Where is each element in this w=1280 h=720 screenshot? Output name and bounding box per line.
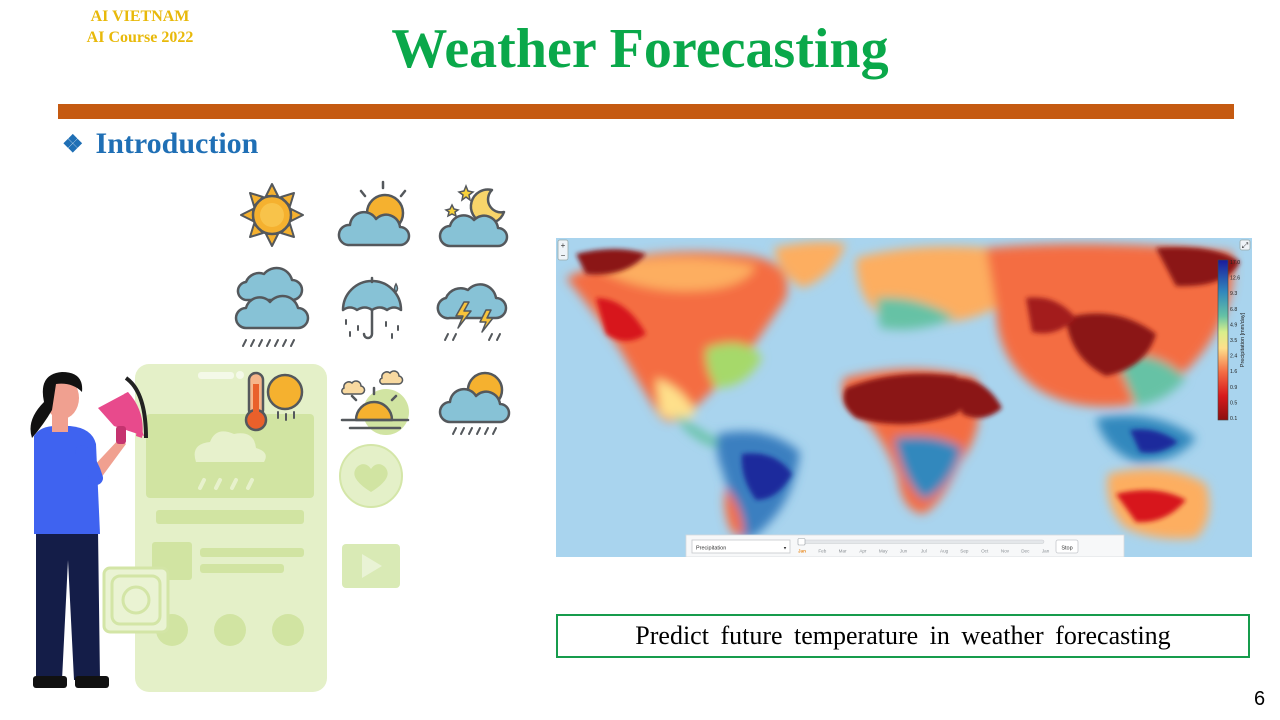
caption-box: Predict future temperature in weather fo… (556, 614, 1250, 658)
woman-megaphone-figure (30, 372, 148, 688)
section-heading: ❖ Introduction (62, 124, 258, 164)
slide-title: Weather Forecasting (391, 18, 889, 80)
cloudy-rain-icon (438, 371, 511, 435)
legend-axis-label: Precipitation [mm/day] (1240, 312, 1246, 367)
legend-tick-label: 0.5 (1230, 400, 1237, 406)
time-slider-track[interactable] (797, 539, 1045, 544)
phone-graphic (135, 364, 327, 692)
zoom-out-button[interactable]: − (561, 251, 566, 260)
month-label[interactable]: Dec (1021, 549, 1030, 554)
fullscreen-control[interactable]: ⤢ (1239, 239, 1251, 251)
weather-app-illustration (30, 180, 511, 692)
legend-tick-label: 9.3 (1230, 291, 1237, 297)
time-slider-handle[interactable] (797, 538, 806, 546)
brand-course: AI Course 2022 (86, 29, 194, 46)
thermometer-sun-icon (244, 371, 304, 432)
heart-bubble-icon (339, 444, 403, 508)
section-title: Introduction (95, 127, 259, 160)
cloudy-night-icon (438, 183, 509, 248)
legend-tick-label: 0.1 (1230, 416, 1237, 422)
legend-tick-label: 6.8 (1230, 307, 1237, 313)
rain-cloud-icon (234, 266, 310, 347)
month-label[interactable]: Sep (960, 549, 969, 554)
sun-icon (240, 183, 304, 247)
time-control-bar[interactable]: Precipitation ▾ Jan Feb Mar Apr May Jun Jul Aug… (685, 534, 1125, 557)
month-label[interactable]: Jan (1042, 549, 1050, 554)
umbrella-rain-icon (341, 276, 403, 340)
camera-tile-icon (102, 566, 170, 634)
partly-cloudy-icon (337, 180, 411, 247)
thunderstorm-icon (436, 283, 508, 341)
month-label[interactable]: Apr (859, 549, 867, 554)
legend-tick-label: 4.9 (1230, 322, 1237, 328)
sunrise-icon (340, 370, 410, 435)
legend-tick-label: 0.9 (1230, 385, 1237, 391)
month-label[interactable]: Jan (798, 549, 806, 554)
legend-tick-label: 12.6 (1230, 276, 1240, 282)
map-land (566, 241, 1240, 539)
stop-button-label[interactable]: Stop (1061, 546, 1072, 552)
play-video-icon (342, 544, 400, 588)
zoom-controls[interactable]: + − (557, 239, 569, 261)
month-label[interactable]: May (879, 549, 888, 554)
brand-block: AI VIETNAM AI Course 2022 (62, 6, 218, 48)
layer-dropdown[interactable] (691, 539, 791, 554)
legend-tick-label: 3.5 (1230, 338, 1237, 344)
fullscreen-icon[interactable]: ⤢ (1241, 241, 1248, 250)
month-label[interactable]: Feb (818, 549, 826, 554)
stop-button[interactable] (1055, 539, 1079, 554)
page-number: 6 (1254, 688, 1266, 710)
month-label[interactable]: Jul (921, 549, 927, 554)
precipitation-map[interactable]: + − ⤢ 17.0 12.6 9.3 6.8 4.9 3.5 2.4 1.6 0.9 0.5 0.… (556, 238, 1252, 557)
brand-name: AI VIETNAM (90, 8, 190, 25)
zoom-in-button[interactable]: + (561, 241, 566, 250)
title-divider (58, 104, 1234, 119)
legend-tick-label: 2.4 (1230, 354, 1237, 360)
legend-tick-label: 17.0 (1230, 260, 1240, 266)
dropdown-caret-icon[interactable]: ▾ (784, 546, 787, 552)
legend-color-bar (1217, 259, 1229, 421)
month-label[interactable]: Nov (1001, 549, 1010, 554)
month-label[interactable]: Mar (839, 549, 847, 554)
diamond-bullet-icon: ❖ (62, 131, 84, 158)
layer-dropdown-value[interactable]: Precipitation (696, 546, 726, 552)
month-label[interactable]: Oct (981, 549, 989, 554)
legend-tick-label: 1.6 (1230, 369, 1237, 375)
month-label[interactable]: Aug (940, 549, 949, 554)
precipitation-legend: 17.0 12.6 9.3 6.8 4.9 3.5 2.4 1.6 0.9 0.5 0.1 Prec… (1217, 259, 1246, 422)
month-label[interactable]: Jun (900, 549, 908, 554)
